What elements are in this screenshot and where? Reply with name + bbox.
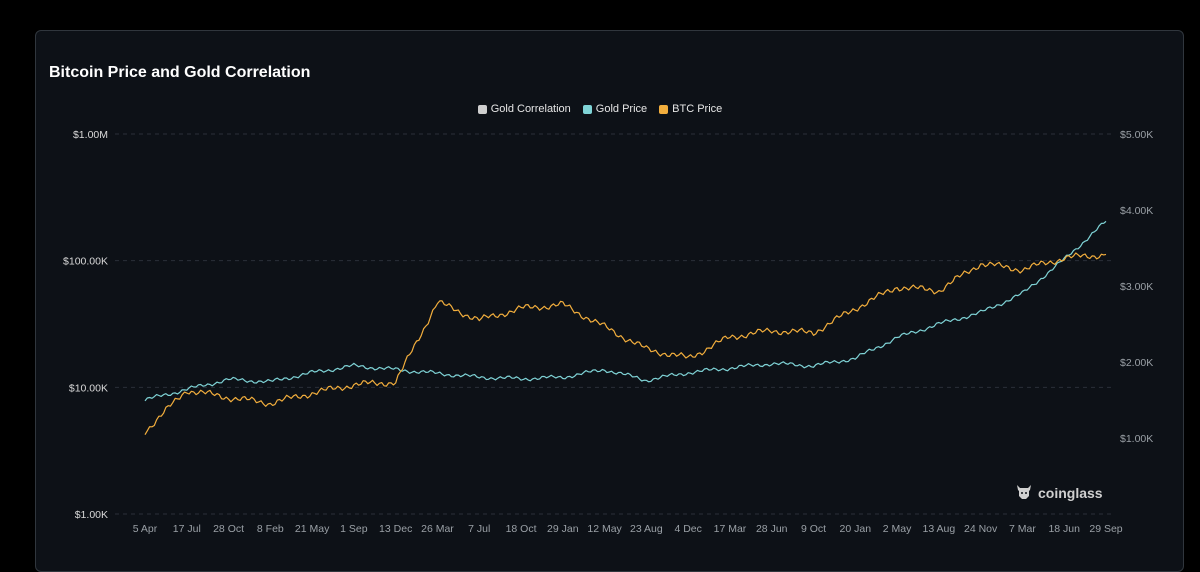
- legend-swatch-gold-correlation: [477, 104, 487, 114]
- x-tick-label: 26 Mar: [421, 523, 454, 535]
- y-left-tick-label: $100.00K: [63, 256, 108, 268]
- legend-label-gold-correlation: Gold Correlation: [490, 103, 571, 115]
- y-right-tick-label: $4.00K: [1120, 205, 1153, 217]
- x-tick-label: 24 Nov: [964, 523, 998, 535]
- x-tick-label: 23 Aug: [630, 523, 663, 535]
- y-right-tick-label: $2.00K: [1120, 357, 1153, 369]
- x-tick-label: 2 May: [883, 523, 912, 535]
- x-tick-label: 4 Dec: [674, 523, 701, 535]
- x-tick-label: 13 Aug: [923, 523, 956, 535]
- x-tick-label: 17 Mar: [714, 523, 747, 535]
- x-tick-label: 13 Dec: [379, 523, 412, 535]
- x-tick-label: 7 Mar: [1009, 523, 1036, 535]
- chart-legend: Gold Correlation Gold Price BTC Price: [0, 103, 1200, 115]
- x-tick-label: 21 May: [295, 523, 330, 535]
- legend-label-gold-price: Gold Price: [595, 103, 648, 115]
- x-tick-label: 18 Oct: [506, 523, 537, 535]
- x-tick-label: 9 Oct: [801, 523, 826, 535]
- coinglass-wordmark: coinglass: [1038, 484, 1103, 501]
- chart-card: [35, 30, 1184, 572]
- y-left-tick-label: $1.00K: [75, 509, 108, 521]
- y-right-tick-label: $3.00K: [1120, 281, 1153, 293]
- legend-item-btc-price[interactable]: BTC Price: [659, 103, 722, 115]
- x-tick-label: 29 Jan: [547, 523, 579, 535]
- legend-item-gold-correlation[interactable]: Gold Correlation: [477, 103, 571, 115]
- gold-price-line: [144, 220, 1107, 402]
- chart-title: Bitcoin Price and Gold Correlation: [49, 64, 311, 81]
- coinglass-bull-icon: [1015, 482, 1033, 503]
- legend-item-gold-price[interactable]: Gold Price: [582, 103, 648, 115]
- x-tick-label: 28 Jun: [756, 523, 788, 535]
- x-tick-label: 8 Feb: [257, 523, 284, 535]
- x-tick-label: 29 Sep: [1089, 523, 1122, 535]
- legend-swatch-btc-price: [659, 104, 669, 114]
- btc-price-line: [144, 252, 1107, 436]
- coinglass-logo: coinglass: [1015, 482, 1103, 503]
- x-tick-label: 20 Jan: [840, 523, 872, 535]
- y-left-tick-label: $1.00M: [73, 129, 108, 141]
- x-tick-label: 5 Apr: [133, 523, 158, 535]
- x-tick-label: 1 Sep: [340, 523, 368, 535]
- x-tick-label: 28 Oct: [213, 523, 244, 535]
- legend-label-btc-price: BTC Price: [672, 103, 723, 115]
- legend-swatch-gold-price: [582, 104, 592, 114]
- y-right-tick-label: $5.00K: [1120, 129, 1153, 141]
- x-tick-label: 7 Jul: [468, 523, 490, 535]
- y-right-tick-label: $1.00K: [1120, 433, 1153, 445]
- x-tick-label: 17 Jul: [173, 523, 201, 535]
- x-tick-label: 12 May: [587, 523, 622, 535]
- x-tick-label: 18 Jun: [1048, 523, 1080, 535]
- y-left-tick-label: $10.00K: [69, 382, 108, 394]
- chart-plot: $1.00K $10.00K $100.00K $1.00M $1.00K $2.00K $…: [63, 129, 1153, 535]
